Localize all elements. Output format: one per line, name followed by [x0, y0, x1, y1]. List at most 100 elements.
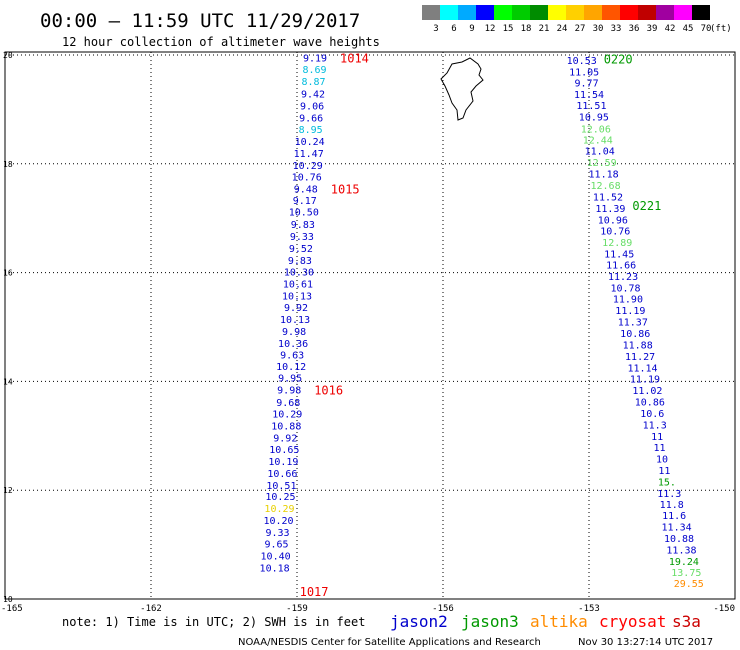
wave-height-value: 10.66 [267, 469, 297, 480]
wave-height-value: 10.76 [600, 227, 630, 238]
wave-height-value: 11.90 [613, 295, 643, 306]
axis-tick-labels: -165 -162 -159 -156 -153 -150 10 12 14 16 18 20 [1, 51, 735, 614]
wave-height-value: 8.87 [301, 77, 325, 88]
wave-height-value: 10.88 [271, 421, 301, 432]
satellite-name: altika [530, 612, 588, 631]
wave-height-value: 9.17 [293, 196, 317, 207]
wave-height-value: 8.69 [302, 65, 326, 76]
legend-label: 24 [557, 24, 568, 34]
pass-time-label: 0220 [604, 52, 633, 66]
legend-swatch [530, 5, 548, 20]
wave-height-value: 11.45 [604, 250, 634, 261]
legend-swatch [548, 5, 566, 20]
footer-note: note: 1) Time is in UTC; 2) SWH is in fe… [62, 615, 365, 629]
wave-height-value: 9.92 [284, 303, 308, 314]
wave-height-value: 10.13 [282, 291, 312, 302]
wave-height-value: 9.42 [301, 90, 325, 101]
wave-height-value: 9.66 [299, 114, 323, 125]
wave-height-value: 10.86 [620, 329, 650, 340]
wave-height-value: 10.30 [284, 268, 314, 279]
latitude-tick-label: 18 [3, 160, 13, 169]
wave-height-value: 9.52 [289, 244, 313, 255]
wave-height-value: 11.19 [615, 306, 645, 317]
wave-height-value: 12.89 [602, 238, 632, 249]
legend-label: 3 [433, 24, 438, 34]
wave-height-legend: 3 6 9 12 15 18 21 24 27 30 33 36 39 42 45 70 [422, 5, 711, 34]
wave-height-value: 10.65 [269, 445, 299, 456]
wave-height-value: 12.44 [583, 135, 613, 146]
wave-height-value: 10.88 [664, 534, 694, 545]
wave-height-value: 10.29 [293, 161, 323, 172]
latitude-tick-label: 10 [3, 595, 13, 604]
wave-height-value: 10.24 [295, 137, 325, 148]
longitude-tick-label: -162 [140, 604, 162, 614]
satellite-name: jason3 [461, 612, 519, 631]
satellite-name: s3a [672, 612, 701, 631]
legend-swatch [566, 5, 584, 20]
wave-height-value: 11.8 [660, 500, 684, 511]
pass-time-label: 1015 [331, 182, 360, 196]
legend-label: 39 [647, 24, 658, 34]
wave-height-value: 10.12 [276, 362, 306, 373]
legend-swatch [674, 5, 692, 20]
wave-height-value: 12.59 [587, 158, 617, 169]
wave-height-value: 10.20 [263, 516, 293, 527]
wave-height-value: 9.98 [277, 386, 301, 397]
wave-height-value: 9.19 [303, 54, 327, 65]
longitude-tick-label: -156 [432, 604, 454, 614]
latitude-tick-label: 12 [3, 486, 13, 495]
legend-swatch [494, 5, 512, 20]
wave-height-value: 11.51 [576, 101, 606, 112]
longitude-tick-label: -165 [1, 604, 23, 614]
wave-height-value: 19.24 [669, 557, 699, 568]
legend-swatch [584, 5, 602, 20]
pass-time-label: 1016 [314, 384, 343, 398]
wave-height-value: 12.06 [581, 124, 611, 135]
wave-height-value: 11.88 [623, 340, 653, 351]
wave-height-value: 11 [654, 443, 666, 454]
wave-height-value: 9.33 [290, 232, 314, 243]
wave-height-value: 9.06 [300, 102, 324, 113]
satellite-name: cryosat [599, 612, 666, 631]
latitude-tick-label: 16 [3, 269, 13, 278]
legend-unit: (ft) [710, 24, 732, 34]
legend-label: 30 [593, 24, 604, 34]
wave-height-value: 10.76 [292, 172, 322, 183]
wave-height-value: 11.18 [589, 170, 619, 181]
wave-height-value: 10.40 [261, 551, 291, 562]
legend-swatch [620, 5, 638, 20]
longitude-tick-label: -153 [578, 604, 600, 614]
wave-height-value: 10.95 [579, 112, 609, 123]
legend-swatch [512, 5, 530, 20]
wave-height-value: 9.77 [575, 79, 599, 90]
wave-height-value: 10.18 [260, 563, 290, 574]
east-altimeter-track: 10.5311.059.7711.5411.5110.9512.0612.441… [567, 52, 704, 590]
wave-height-value: 10.53 [567, 56, 597, 67]
wave-height-value: 10.96 [598, 215, 628, 226]
legend-swatch [692, 5, 710, 20]
wave-height-value: 9.63 [280, 351, 304, 362]
wave-height-value: 9.92 [273, 433, 297, 444]
legend-label: 27 [575, 24, 586, 34]
legend-label: 45 [683, 24, 694, 34]
wave-height-value: 11.54 [574, 90, 604, 101]
wave-height-value: 9.33 [265, 528, 289, 539]
wave-height-value: 10.51 [266, 481, 296, 492]
legend-label: 42 [665, 24, 676, 34]
wave-height-value: 11.23 [608, 272, 638, 283]
map-frame [4, 51, 736, 600]
satellite-legend: jason2 jason3 altika cryosat s3a [390, 612, 701, 631]
longitude-tick-label: -159 [286, 604, 308, 614]
wave-height-value: 11.3 [643, 420, 667, 431]
west-altimeter-track: 9.198.698.879.429.069.668.9510.2411.4710… [260, 51, 369, 599]
wave-height-value: 10.19 [268, 457, 298, 468]
wave-height-value: 11.38 [666, 545, 696, 556]
legend-swatch [440, 5, 458, 20]
legend-label: 9 [469, 24, 474, 34]
legend-label: 36 [629, 24, 640, 34]
wave-height-value: 11.47 [294, 149, 324, 160]
legend-label: 6 [451, 24, 456, 34]
legend-label: 12 [485, 24, 496, 34]
legend-swatch [458, 5, 476, 20]
